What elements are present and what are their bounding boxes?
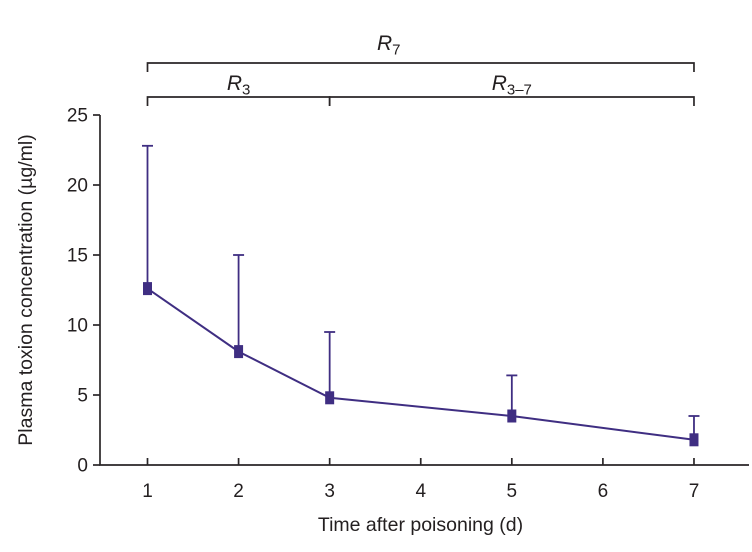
x-tick-label: 7 xyxy=(689,481,700,502)
data-point-marker xyxy=(507,409,517,423)
y-axis-label: Plasma toxion concentration (µg/ml) xyxy=(15,134,37,445)
y-axis: 0 5 10 15 20 25 xyxy=(67,106,100,477)
bracket-label-r7: R7 xyxy=(377,32,401,59)
x-tick-label: 5 xyxy=(507,481,518,502)
x-tick-label: 1 xyxy=(142,481,153,502)
y-tick-label: 5 xyxy=(77,386,88,407)
data-markers xyxy=(143,282,699,447)
x-axis: 1 2 3 4 5 6 7 xyxy=(142,458,699,502)
y-tick-label: 0 xyxy=(77,456,88,477)
bracket-label-r3-7: R3–7 xyxy=(492,72,532,99)
axes xyxy=(99,115,749,466)
error-bars xyxy=(142,144,700,440)
series-line xyxy=(146,287,695,441)
bracket-label-r3: R3 xyxy=(227,72,251,99)
x-tick-label: 2 xyxy=(233,481,244,502)
bracket-r3-7 xyxy=(328,96,695,106)
y-tick-label: 20 xyxy=(67,176,88,197)
data-point-marker xyxy=(325,391,335,405)
y-tick-label: 10 xyxy=(67,316,88,337)
y-tick-label: 15 xyxy=(67,246,88,267)
y-tick-label: 25 xyxy=(67,106,88,127)
data-point-marker xyxy=(143,282,152,296)
data-point-marker xyxy=(234,345,244,359)
x-tick-label: 6 xyxy=(598,481,609,502)
bracket-r3 xyxy=(146,96,331,106)
bracket-r7 xyxy=(146,62,695,72)
data-point-marker xyxy=(689,433,699,447)
x-axis-label: Time after poisoning (d) xyxy=(318,514,523,536)
x-tick-label: 4 xyxy=(415,481,426,502)
x-tick-label: 3 xyxy=(324,481,335,502)
bracket-annotations: R7 R3 R3–7 xyxy=(146,32,695,106)
